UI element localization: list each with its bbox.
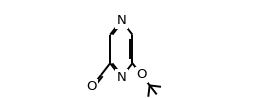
Text: O: O [87, 80, 97, 93]
Text: N: N [116, 14, 126, 27]
Text: O: O [136, 68, 147, 81]
Text: N: N [116, 71, 126, 84]
